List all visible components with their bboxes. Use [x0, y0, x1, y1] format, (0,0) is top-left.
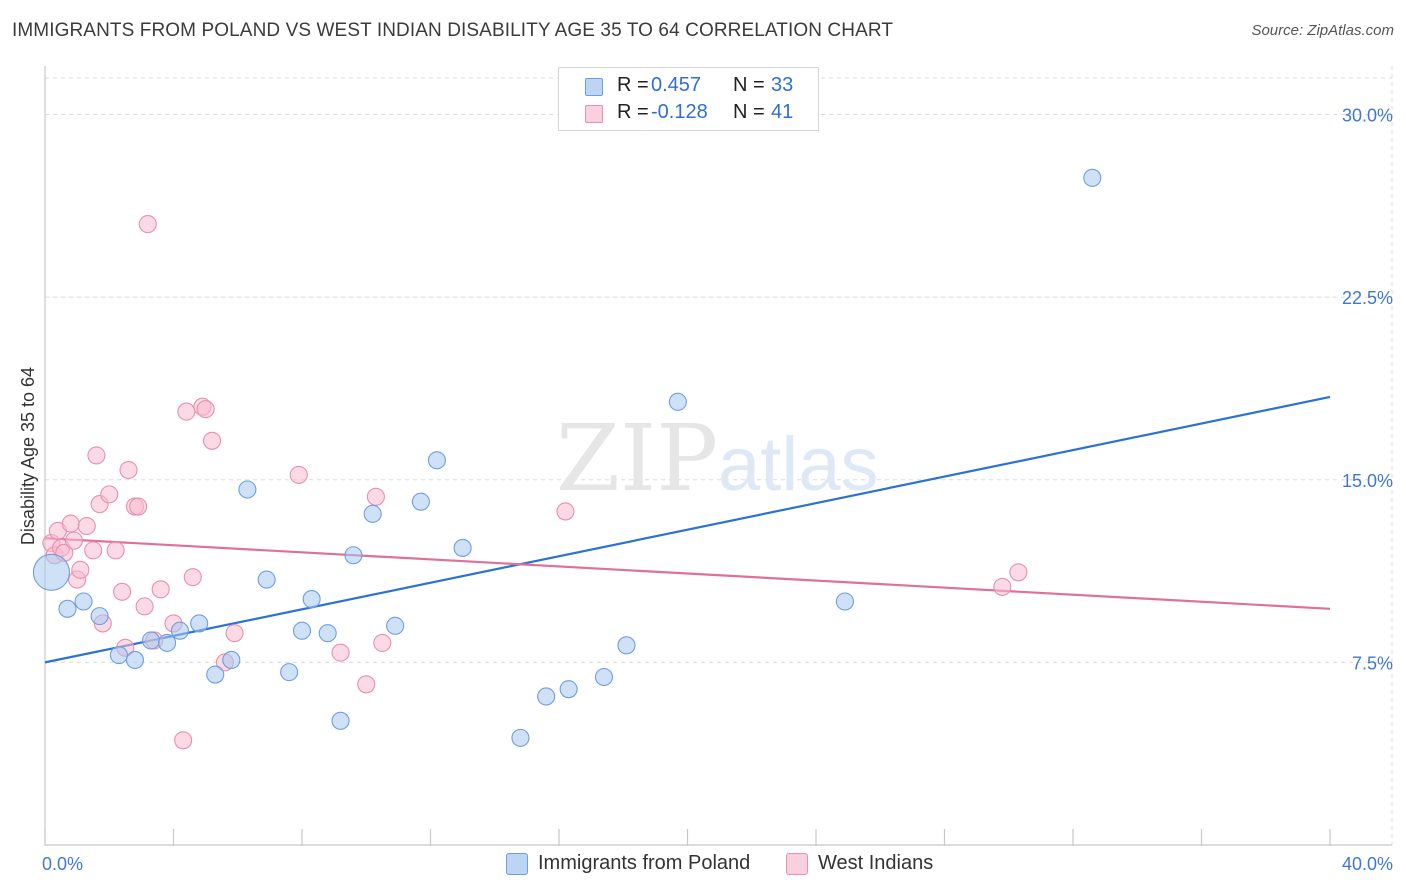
n-label: N =: [733, 74, 765, 96]
r-value: -0.128: [651, 101, 708, 123]
poland-point[interactable]: [32, 553, 70, 591]
poland-point[interactable]: [1083, 168, 1102, 187]
poland-point[interactable]: [90, 607, 109, 626]
poland-point[interactable]: [302, 590, 321, 609]
poland-trend-line: [44, 395, 1331, 664]
x-tick-label-max: 40.0%: [1342, 854, 1393, 874]
poland-legend-swatch: [506, 853, 528, 875]
n-label: N =: [733, 101, 765, 123]
west-indians-point[interactable]: [151, 580, 170, 599]
west-indians-point[interactable]: [203, 431, 222, 450]
west-indians-point[interactable]: [106, 541, 125, 560]
west-indians-point[interactable]: [225, 624, 244, 643]
poland-point[interactable]: [594, 667, 614, 687]
y-tick-label: 22.5%: [1342, 288, 1393, 308]
poland-point[interactable]: [58, 599, 77, 618]
west-indians-point[interactable]: [993, 577, 1012, 596]
poland-point[interactable]: [206, 665, 225, 684]
points-layer: [32, 168, 1102, 750]
west-indians-point[interactable]: [87, 446, 106, 465]
y-tick-label: 30.0%: [1342, 106, 1393, 126]
y-tick-label: 15.0%: [1342, 471, 1393, 491]
west-indians-point[interactable]: [556, 502, 575, 521]
chart-title: IMMIGRANTS FROM POLAND VS WEST INDIAN DI…: [12, 20, 894, 41]
poland-point[interactable]: [617, 636, 636, 655]
poland-point[interactable]: [170, 621, 189, 640]
west-indians-point[interactable]: [373, 633, 392, 652]
x-tick-label-min: 0.0%: [42, 854, 83, 874]
watermark-zip: ZIP: [556, 405, 718, 512]
west-indians-legend-swatch: [786, 853, 808, 875]
west-indians-point[interactable]: [129, 497, 148, 516]
west-indians-point[interactable]: [64, 531, 83, 550]
west-indians-point[interactable]: [71, 560, 90, 579]
trend-layer: [44, 395, 1331, 664]
poland-point[interactable]: [158, 633, 177, 652]
label-layer: 7.5% 15.0% 22.5% 30.0% 0.0% 40.0% Disability A…: [18, 106, 1393, 874]
poland-point[interactable]: [238, 480, 257, 499]
poland-point[interactable]: [190, 614, 209, 633]
poland-point[interactable]: [331, 711, 350, 730]
axis-layer: [44, 66, 1392, 846]
poland-point[interactable]: [835, 592, 854, 611]
poland-point[interactable]: [141, 631, 161, 650]
poland-point[interactable]: [109, 646, 128, 665]
poland-point[interactable]: [411, 492, 430, 511]
poland-point[interactable]: [125, 650, 144, 669]
west-indians-trend-line: [44, 537, 1331, 610]
poland-legend-label: Immigrants from Poland: [538, 852, 751, 874]
poland-swatch: [585, 78, 603, 96]
west-indians-point[interactable]: [135, 597, 154, 616]
poland-point[interactable]: [559, 680, 578, 699]
poland-point[interactable]: [292, 621, 312, 640]
r-value: 0.457: [651, 74, 702, 96]
poland-point[interactable]: [511, 728, 530, 747]
west-indians-point[interactable]: [183, 568, 202, 587]
west-indians-point[interactable]: [289, 465, 308, 484]
west-indians-point[interactable]: [77, 516, 96, 536]
n-value: 33: [771, 74, 794, 96]
poland-point[interactable]: [363, 504, 382, 523]
west-indians-point[interactable]: [138, 215, 157, 234]
west-indians-point[interactable]: [61, 514, 80, 533]
west-indians-point[interactable]: [177, 402, 196, 421]
west-indians-point[interactable]: [113, 582, 132, 601]
grid-layer: [45, 66, 1393, 845]
poland-point[interactable]: [427, 451, 446, 470]
west-indians-point[interactable]: [100, 485, 119, 504]
poland-point[interactable]: [222, 650, 241, 669]
y-tick-label: 7.5%: [1352, 653, 1393, 673]
stats-legend: R = 0.457 N = 33 R = -0.128 N = 41: [558, 67, 819, 131]
west-indians-point[interactable]: [174, 731, 193, 750]
poland-point[interactable]: [344, 546, 363, 565]
west-indians-point[interactable]: [1009, 563, 1028, 582]
n-value: 41: [771, 101, 794, 123]
west-indians-point[interactable]: [366, 487, 385, 506]
west-indians-point[interactable]: [119, 460, 138, 480]
poland-point[interactable]: [74, 592, 93, 611]
west-indians-legend-label: West Indians: [818, 852, 934, 874]
y-axis-title: Disability Age 35 to 64: [18, 367, 38, 545]
stats-legend-row-poland: R = 0.457 N = 33: [559, 74, 818, 100]
r-label: R =: [617, 101, 649, 123]
r-label: R =: [617, 74, 649, 96]
west-indians-point[interactable]: [84, 541, 103, 560]
chart-source: Source: ZipAtlas.com: [1251, 22, 1394, 39]
poland-point[interactable]: [257, 570, 276, 589]
watermark-atlas: atlas: [718, 422, 879, 507]
west-indians-point[interactable]: [196, 400, 215, 419]
poland-point[interactable]: [537, 687, 556, 706]
west-indians-point[interactable]: [331, 643, 350, 662]
west-indians-point[interactable]: [357, 675, 376, 694]
poland-point[interactable]: [453, 538, 472, 557]
poland-point[interactable]: [318, 624, 337, 643]
poland-point[interactable]: [386, 616, 405, 635]
stats-legend-row-west-indians: R = -0.128 N = 41: [559, 101, 818, 127]
poland-point[interactable]: [668, 392, 687, 411]
west-indians-swatch: [585, 105, 603, 123]
watermark-layer: ZIP atlas: [556, 405, 879, 512]
poland-point[interactable]: [280, 663, 299, 682]
